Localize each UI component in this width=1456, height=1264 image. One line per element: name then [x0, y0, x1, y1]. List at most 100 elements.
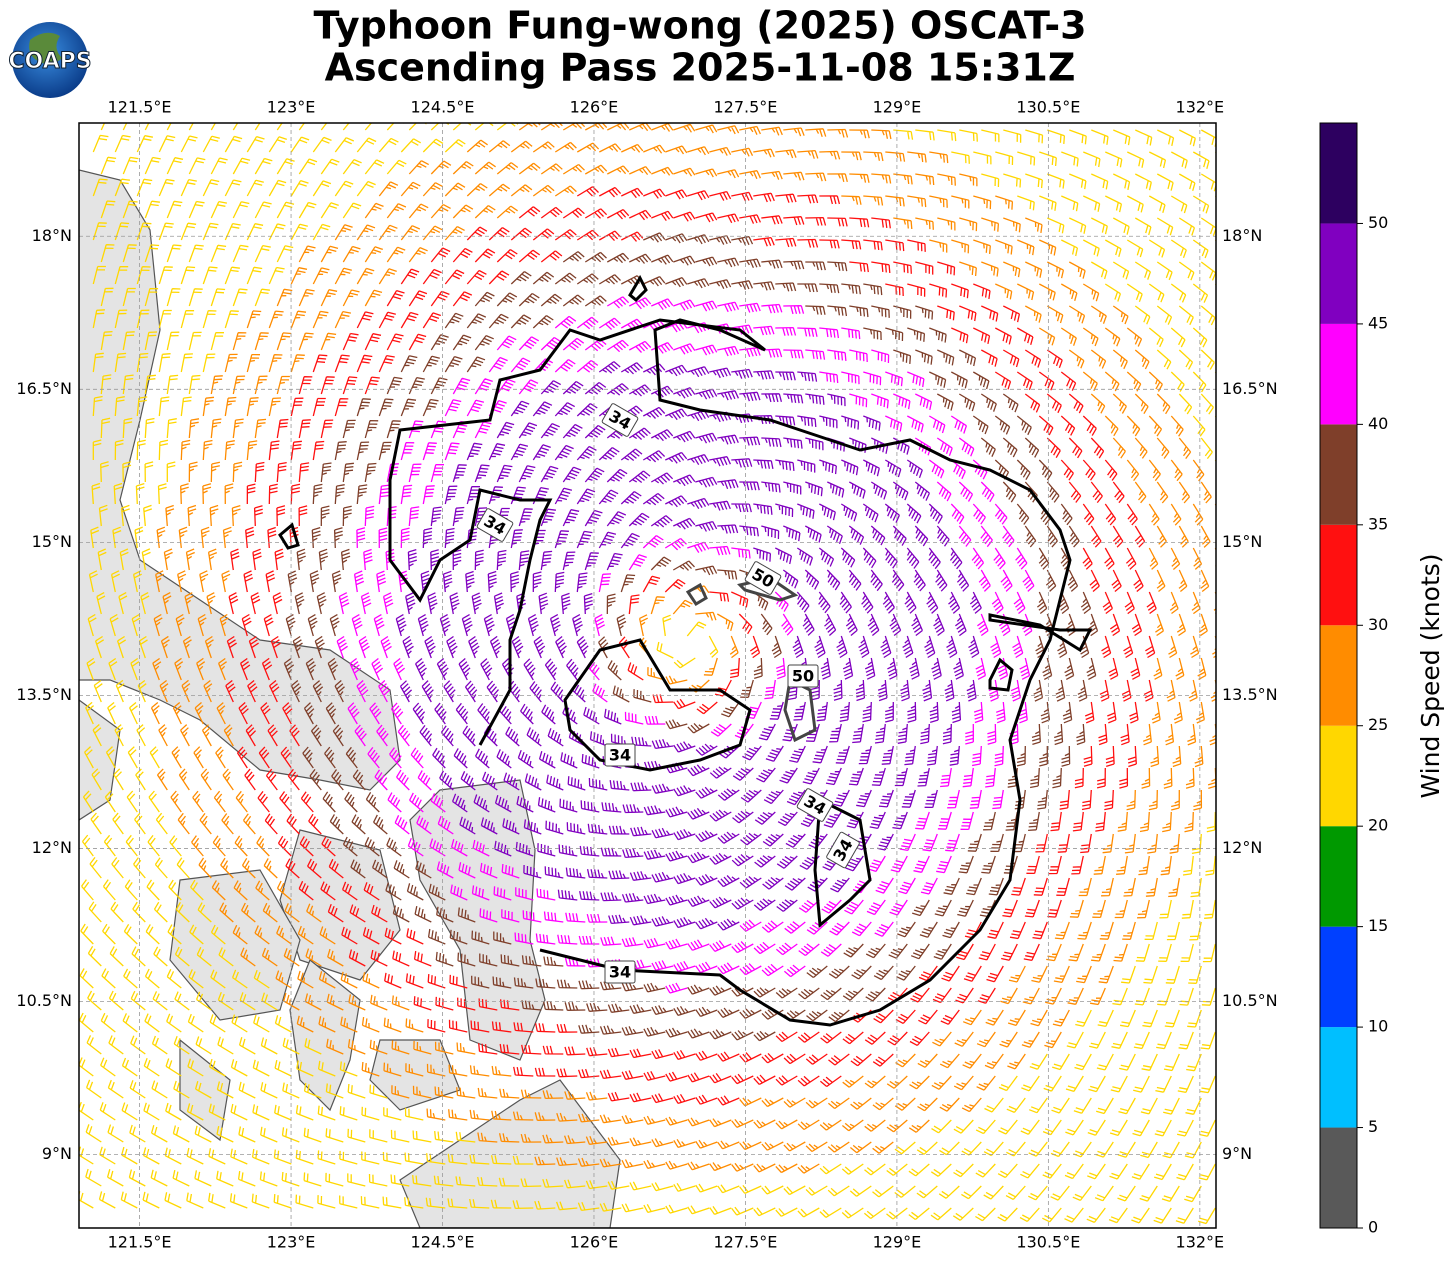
wind-barb	[643, 1026, 666, 1037]
wind-barb	[501, 909, 520, 923]
wind-barb	[1178, 349, 1194, 370]
wind-barb	[665, 675, 688, 685]
wind-barb	[754, 855, 776, 868]
wind-barb	[101, 968, 116, 989]
wind-barb	[172, 702, 182, 725]
wind-barb	[975, 1207, 996, 1222]
wind-barb	[1178, 481, 1191, 504]
wind-barb	[305, 948, 322, 967]
wind-barb	[102, 923, 116, 945]
wind-barb	[841, 415, 860, 430]
wind-barb	[307, 858, 322, 879]
wind-barb	[239, 657, 251, 681]
wind-barb	[893, 173, 913, 185]
wind-barb	[673, 211, 696, 222]
wind-barb	[1155, 613, 1165, 637]
wind-barb	[687, 1117, 710, 1127]
wind-barb	[178, 526, 188, 549]
wind-barb	[1001, 943, 1018, 961]
wind-barb	[1112, 525, 1124, 548]
wind-barb	[651, 783, 674, 794]
wind-barb	[695, 168, 718, 178]
wind-barb	[907, 151, 927, 163]
wind-barb	[309, 769, 322, 791]
wind-barb	[665, 408, 688, 421]
wind-barb	[775, 503, 794, 518]
wind-barb	[312, 354, 328, 373]
wind-barb	[1097, 1009, 1114, 1028]
wind-barb	[342, 419, 356, 439]
wind-barb	[276, 880, 292, 901]
wind-barb	[1188, 965, 1202, 984]
wind-barb	[893, 261, 912, 274]
wind-barb	[599, 1114, 622, 1124]
wind-barb	[922, 833, 938, 852]
wind-barb	[320, 158, 340, 175]
wind-barb	[339, 1061, 358, 1077]
wind-barb	[245, 724, 257, 747]
wind-barb	[94, 635, 105, 659]
wind-barb	[300, 791, 314, 813]
wind-barb	[709, 190, 732, 201]
wind-barb	[1038, 459, 1053, 481]
wind-barb	[434, 1041, 454, 1055]
wind-barb	[585, 1091, 608, 1101]
wind-barb	[1002, 349, 1020, 368]
wind-barb	[166, 288, 181, 307]
wind-barb	[902, 635, 914, 658]
wind-barb	[1176, 613, 1187, 637]
wind-barb	[673, 741, 696, 753]
wind-barb	[947, 789, 960, 809]
wind-barb	[542, 1134, 564, 1144]
wind-barb	[554, 185, 577, 197]
wind-barb	[1185, 1097, 1202, 1115]
wind-barb	[852, 723, 864, 744]
wind-barb	[1038, 283, 1056, 301]
wind-barb	[371, 657, 384, 681]
wind-barb	[1038, 415, 1054, 436]
wind-barb	[386, 159, 407, 175]
wind-barb	[885, 415, 903, 432]
wind-barb	[665, 189, 688, 200]
wind-barb	[1016, 503, 1030, 525]
wind-barb	[195, 1036, 212, 1055]
lat-tick-label: 18°N	[1222, 226, 1262, 245]
wind-barb	[112, 526, 122, 549]
wind-barb	[347, 702, 360, 725]
wind-barb	[584, 509, 603, 527]
wind-barb	[166, 461, 176, 482]
wind-barb	[536, 888, 556, 901]
lon-tick-label: 121.5°E	[108, 1233, 172, 1252]
wind-barb	[1002, 481, 1017, 503]
lat-tick-label: 9°N	[1222, 1144, 1252, 1163]
wind-barb	[1053, 965, 1070, 984]
wind-barb	[166, 968, 182, 989]
wind-barb	[566, 658, 579, 681]
wind-barb	[1185, 767, 1195, 789]
lat-tick-label: 12°N	[32, 838, 72, 857]
wind-barb	[386, 246, 406, 263]
wind-barb	[1173, 701, 1183, 724]
wind-barb	[107, 701, 116, 725]
wind-barb	[805, 128, 827, 137]
wind-barb	[478, 998, 498, 1011]
wind-barb	[136, 396, 148, 417]
wind-barb	[496, 205, 518, 219]
wind-barb	[100, 200, 116, 219]
wind-barb	[158, 724, 168, 747]
wind-barb	[562, 551, 576, 571]
wind-barb	[936, 437, 953, 457]
wind-barb	[994, 745, 1004, 767]
wind-barb	[510, 140, 533, 153]
wind-barb	[673, 657, 696, 669]
wind-barb	[1017, 151, 1036, 166]
wind-barb	[408, 290, 428, 307]
wind-barb	[1134, 481, 1147, 504]
wind-barb	[1036, 591, 1048, 615]
wind-barb	[92, 724, 102, 747]
wind-barb	[1192, 459, 1205, 482]
wind-barb	[994, 327, 1012, 345]
wind-barb	[997, 1163, 1018, 1179]
wind-barb	[642, 535, 664, 549]
wind-barb	[1139, 811, 1150, 833]
